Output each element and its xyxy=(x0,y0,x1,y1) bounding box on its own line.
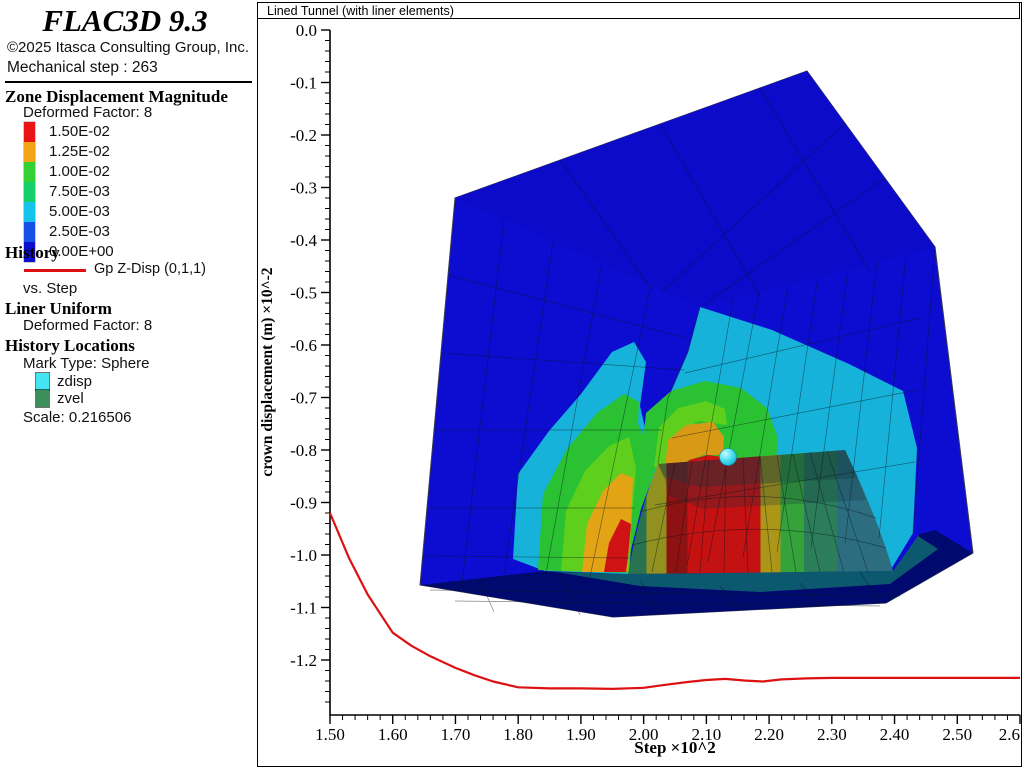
legend-separator xyxy=(5,81,252,83)
model-3d-view[interactable] xyxy=(419,70,974,618)
x-tick-label: 2.20 xyxy=(754,725,784,744)
colorbar-value-label: 1.25E-02 xyxy=(49,143,110,160)
colorbar-cell xyxy=(24,242,35,262)
x-axis-title: Step ×10^2 xyxy=(634,738,715,757)
colorbar-value-label: 5.00E-03 xyxy=(49,203,110,220)
plot-title-bar: Lined Tunnel (with liner elements) xyxy=(257,2,1020,19)
block-top-face xyxy=(455,71,935,307)
y-tick-label: -1.0 xyxy=(290,546,317,565)
colorbar-value-label: 2.50E-03 xyxy=(49,223,110,240)
y-axis-title: crown displacement (m) ×10^-2 xyxy=(259,267,276,476)
y-tick-label: -0.9 xyxy=(290,494,317,513)
app-logo: FLAC3D 9.3 xyxy=(42,3,208,38)
x-tick-label: 1.90 xyxy=(566,725,596,744)
colorbar-value-label: 1.50E-02 xyxy=(49,123,110,140)
zvel-marker-swatch xyxy=(36,390,49,407)
x-tick-label: 1.80 xyxy=(503,725,533,744)
x-tick-label: 1.60 xyxy=(378,725,408,744)
legend-panel: FLAC3D 9.3 ©2025 Itasca Consulting Group… xyxy=(0,0,257,768)
history-section-heading: History xyxy=(5,243,60,262)
colorbar-cell xyxy=(24,162,35,182)
y-tick-label: -0.2 xyxy=(290,126,317,145)
colorbar-cell xyxy=(24,122,35,142)
plot-axes: 0.0 -0.1 -0.2 -0.3 -0.4 -0.5 -0.6 -0.7 -0.8 -0.9 -… xyxy=(290,21,1021,744)
mesh-lines xyxy=(422,87,936,616)
x-tick-label: 2.40 xyxy=(880,725,910,744)
y-tick-label: -1.1 xyxy=(290,599,317,618)
y-tick-label: 0.0 xyxy=(296,21,317,40)
liner-deformed-factor: Deformed Factor: 8 xyxy=(23,317,153,334)
colorbar-cell xyxy=(24,222,35,242)
displacement-colorbar-labels: 1.50E-02 1.25E-02 1.00E-02 7.50E-03 5.00E-03… xyxy=(49,122,114,262)
x-tick-label: 2.6 xyxy=(999,725,1020,744)
colorbar-value-label: 0.00E+00 xyxy=(49,243,114,260)
history-vs-label: vs. Step xyxy=(23,280,78,297)
history-series-label: Gp Z-Disp (0,1,1) xyxy=(94,261,206,277)
marker-legend-row: zdisp xyxy=(36,373,92,390)
left-face-contours xyxy=(513,342,658,574)
scale-text: Scale: 0.216506 xyxy=(23,409,132,426)
colorbar-cell xyxy=(24,142,35,162)
colorbar-cell xyxy=(24,182,35,202)
history-locations-heading: History Locations xyxy=(5,336,135,355)
y-tick-label: -0.5 xyxy=(290,284,317,303)
x-tick-label: 2.00 xyxy=(629,725,659,744)
y-tick-label: -1.2 xyxy=(290,651,317,670)
y-tick-label: -0.3 xyxy=(290,179,317,198)
history-line-sample xyxy=(24,269,86,272)
x-tick-label: 2.50 xyxy=(942,725,972,744)
y-tick-label: -0.4 xyxy=(290,231,317,250)
mechanical-step-text: Mechanical step : 263 xyxy=(7,59,158,76)
tunnel-liner-arch xyxy=(628,450,893,574)
colorbar-cell xyxy=(24,202,35,222)
zone-deformed-factor: Deformed Factor: 8 xyxy=(23,104,153,121)
x-tick-label: 2.10 xyxy=(691,725,721,744)
colorbar-value-label: 1.00E-02 xyxy=(49,163,110,180)
marker-legend-row: zvel xyxy=(36,390,92,407)
y-tick-label: -0.7 xyxy=(290,389,317,408)
x-tick-label: 1.70 xyxy=(441,725,471,744)
history-curve xyxy=(328,512,1020,691)
y-tick-label: -0.1 xyxy=(290,74,317,93)
zdisp-marker-swatch xyxy=(36,373,49,390)
mark-type-text: Mark Type: Sphere xyxy=(23,355,150,372)
y-tick-label: -0.6 xyxy=(290,336,317,355)
copyright-text: ©2025 Itasca Consulting Group, Inc. xyxy=(7,39,250,56)
liner-section-heading: Liner Uniform xyxy=(5,299,112,318)
y-tick-label: -0.8 xyxy=(290,441,317,460)
x-tick-label: 1.50 xyxy=(315,725,345,744)
floor-contour-strip xyxy=(556,536,938,592)
x-tick-label: 2.30 xyxy=(817,725,847,744)
zdisp-sphere-marker xyxy=(719,448,737,466)
plot-border xyxy=(257,2,1022,767)
history-curve-layer xyxy=(328,512,1020,691)
marker-legend-rows: zdisp zvel xyxy=(36,373,92,407)
colorbar-value-label: 7.50E-03 xyxy=(49,183,110,200)
plot-title: Lined Tunnel (with liner elements) xyxy=(267,4,454,18)
zone-section-heading: Zone Displacement Magnitude xyxy=(5,87,228,106)
marker-label: zvel xyxy=(57,390,84,407)
displacement-colorbar xyxy=(24,122,35,262)
marker-label: zdisp xyxy=(57,373,93,390)
